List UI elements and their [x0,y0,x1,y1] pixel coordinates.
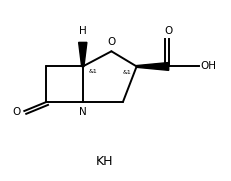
Text: O: O [12,107,21,117]
Text: O: O [164,26,172,36]
Text: &1: &1 [122,70,130,75]
Text: H: H [79,26,86,36]
Text: O: O [107,37,115,47]
Text: KH: KH [95,155,113,168]
Polygon shape [78,42,87,66]
Text: OH: OH [200,61,216,71]
Text: N: N [79,107,86,117]
Polygon shape [136,62,168,70]
Text: &1: &1 [88,69,97,74]
